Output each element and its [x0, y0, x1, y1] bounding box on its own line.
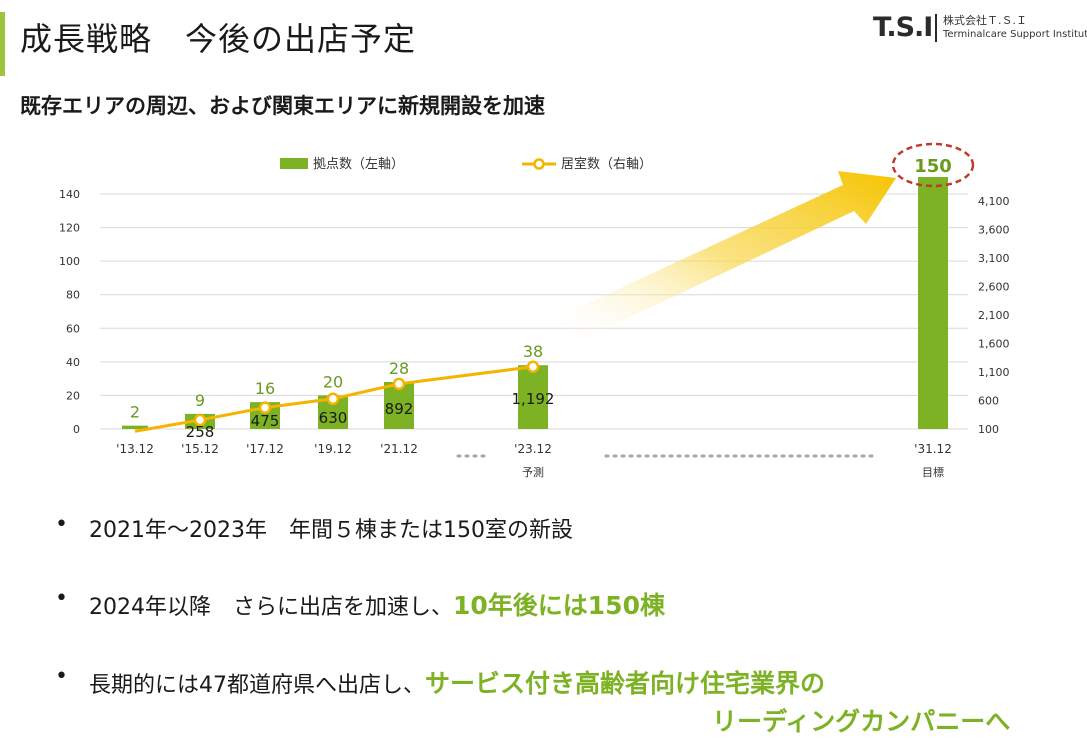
x-axis-tick: '13.12: [116, 442, 154, 456]
bar-value-label: 38: [523, 342, 543, 361]
bullet-dot: •: [55, 512, 68, 537]
bar: [518, 365, 548, 429]
line-value-label: 258: [186, 423, 215, 441]
left-axis-tick: 0: [73, 423, 80, 436]
line-point: [326, 392, 340, 406]
x-axis-sublabel: 目標: [922, 465, 944, 479]
line-point: [258, 401, 272, 414]
x-axis-tick: '17.12: [246, 442, 284, 456]
bullet-dot: •: [55, 586, 68, 611]
right-axis-tick: 3,600: [978, 224, 1010, 237]
bar-value-label: 2: [130, 403, 140, 422]
bullet-3-highlight-cont: リーディングカンパニーへ: [712, 707, 1011, 736]
x-axis-tick: '15.12: [181, 442, 219, 456]
x-axis-tick: '19.12: [314, 442, 352, 456]
left-axis-tick: 120: [59, 222, 80, 235]
right-axis-tick: 2,600: [978, 281, 1010, 294]
left-axis-tick: 80: [66, 289, 80, 302]
logo-mark: T.S.I: [873, 12, 933, 43]
left-axis-tick: 140: [59, 188, 80, 201]
x-axis-tick: '23.12: [514, 442, 552, 456]
line-series-rooms: [134, 365, 534, 433]
bullet-2-highlight: 10年後には150棟: [453, 591, 665, 620]
page-subtitle: 既存エリアの周辺、および関東エリアに新規開設を加速: [20, 94, 545, 118]
line-point: [392, 377, 406, 391]
logo-name-en: Terminalcare Support Institute: [943, 29, 1087, 40]
bullet-3-text: 長期的には47都道府県へ出店し、サービス付き高齢者向け住宅業界の: [89, 664, 825, 700]
bar-value-label: 28: [389, 359, 409, 378]
legend-label-bar: 拠点数（左軸）: [313, 157, 404, 172]
line-point: [526, 360, 540, 374]
bullet-dot: •: [55, 664, 68, 689]
line-point: [193, 413, 207, 427]
left-axis-tick: 40: [66, 356, 80, 369]
growth-arrow: [560, 171, 896, 344]
title-accent-bar: [0, 12, 5, 76]
line-value-label: 1,192: [512, 390, 555, 408]
x-axis-tick: '21.12: [380, 442, 418, 456]
bullet-1-text: 2021年～2023年 年間５棟または150室の新設: [89, 512, 573, 544]
line-value-label: 892: [385, 400, 414, 418]
right-axis-tick: 4,100: [978, 195, 1010, 208]
bullet-3-highlight: サービス付き高齢者向け住宅業界の: [425, 669, 826, 698]
logo-name-jp: 株式会社Ｔ.Ｓ.Ｉ: [943, 14, 1027, 27]
left-axis-tick: 100: [59, 255, 80, 268]
bar-value-label-target: 150: [914, 156, 952, 177]
left-axis-tick: 20: [66, 389, 80, 402]
x-axis-sublabel: 予測: [522, 465, 544, 479]
right-axis-tick: 1,600: [978, 338, 1010, 351]
legend-swatch-marker: [533, 158, 545, 170]
right-axis-tick: 2,100: [978, 309, 1010, 322]
right-axis-tick: 100: [978, 423, 999, 436]
legend-swatch-bar: [280, 158, 308, 169]
bar-value-label: 20: [323, 372, 343, 391]
bullet-3-body: 長期的には47都道府県へ出店し、: [89, 673, 425, 698]
x-axis-tick: '31.12: [914, 442, 952, 456]
right-axis-tick: 1,100: [978, 366, 1010, 379]
line-value-label: 475: [251, 412, 280, 430]
bar: [918, 177, 948, 429]
bullet-2-text: 2024年以降 さらに出店を加速し、10年後には150棟: [89, 586, 665, 622]
highlight-ring: [891, 142, 975, 188]
bullet-1-body: 2021年～2023年 年間５棟または150室の新設: [89, 518, 573, 543]
legend-label-line: 居室数（右軸）: [561, 156, 652, 172]
company-logo: T.S.I 株式会社Ｔ.Ｓ.Ｉ Terminalcare Support Ins…: [873, 10, 1087, 46]
bullet-2-body: 2024年以降 さらに出店を加速し、: [89, 595, 453, 620]
right-axis-tick: 600: [978, 395, 999, 408]
page-title: 成長戦略 今後の出店予定: [20, 20, 417, 58]
logo-divider: [935, 14, 937, 42]
bar-value-label: 9: [195, 391, 205, 410]
left-axis-tick: 60: [66, 322, 80, 335]
bar-value-label: 16: [255, 379, 275, 398]
right-axis-tick: 3,100: [978, 252, 1010, 265]
store-opening-chart: 0 20 40 60 80 100 120 140 100 600 1,100 1,600 2,100 2…: [59, 142, 1010, 479]
bar: [122, 425, 148, 429]
line-value-label: 630: [319, 409, 348, 427]
